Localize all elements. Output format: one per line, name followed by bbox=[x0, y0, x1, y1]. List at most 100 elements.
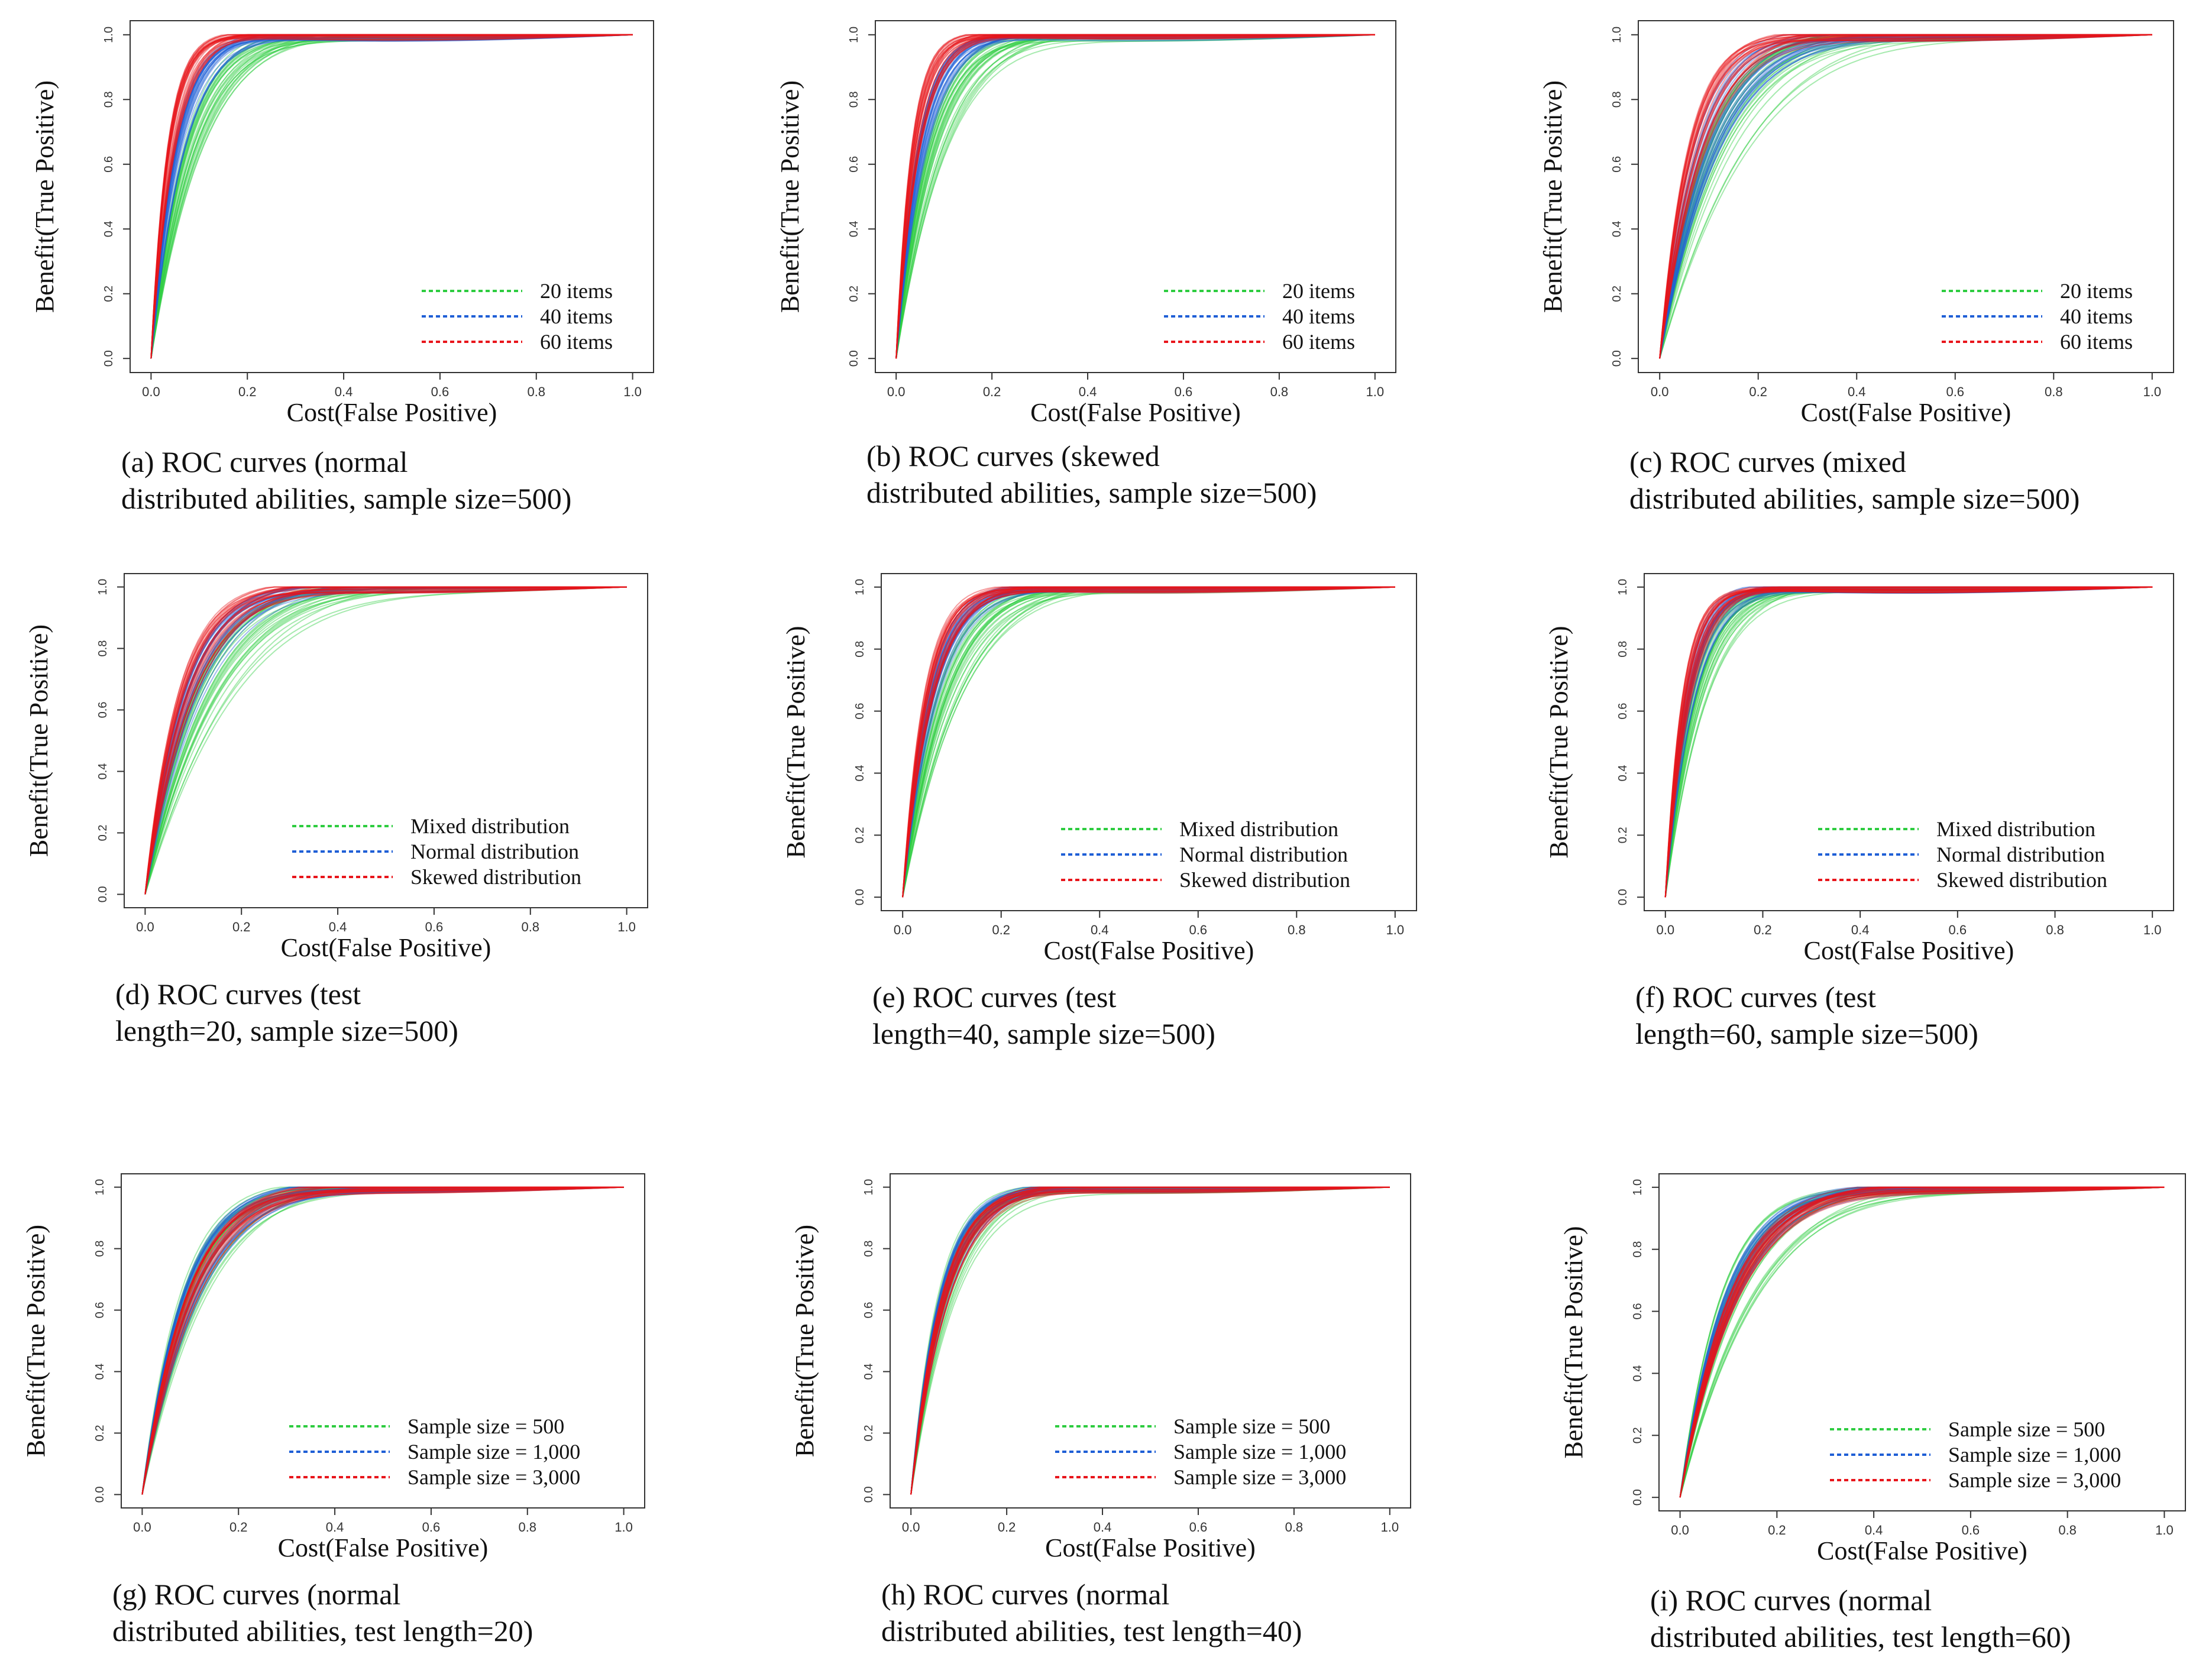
roc-curve bbox=[895, 34, 1375, 359]
roc-curve bbox=[895, 34, 1375, 359]
roc-curve bbox=[1664, 586, 2153, 898]
roc-curve bbox=[910, 1186, 1390, 1495]
roc-curve bbox=[144, 586, 627, 895]
roc-curve bbox=[895, 34, 1375, 359]
roc-curve bbox=[902, 586, 1395, 898]
caption-line: length=20, sample size=500) bbox=[115, 1014, 458, 1047]
roc-curve bbox=[144, 586, 627, 895]
roc-curve bbox=[150, 34, 633, 359]
roc-curve bbox=[902, 586, 1395, 898]
roc-curve bbox=[902, 586, 1395, 898]
roc-curve bbox=[902, 586, 1395, 898]
roc-curve bbox=[895, 34, 1375, 359]
roc-curve bbox=[144, 586, 627, 895]
roc-curve bbox=[144, 586, 627, 895]
roc-curve bbox=[1664, 586, 2153, 898]
roc-curve bbox=[144, 586, 627, 895]
roc-curve bbox=[1664, 586, 2153, 898]
roc-curve bbox=[1679, 1186, 2165, 1498]
roc-curve bbox=[1664, 586, 2153, 898]
roc-curve bbox=[1664, 586, 2153, 898]
roc-curve bbox=[150, 34, 633, 359]
roc-curve bbox=[144, 586, 627, 895]
roc-curve bbox=[910, 1186, 1390, 1495]
chart-panel-i: 0.0 0.2 0.4 0.6 0.8 1.0 0.0 0.2 0.4 0.6 0.8 1.0 Cost… bbox=[1532, 1159, 2212, 1679]
roc-curve bbox=[150, 34, 633, 359]
roc-curve bbox=[895, 34, 1375, 359]
x-axis-label: Cost(False Positive) bbox=[1804, 936, 2014, 965]
roc-curve bbox=[1659, 34, 2152, 359]
roc-curve bbox=[902, 586, 1395, 898]
roc-curve bbox=[141, 1186, 624, 1495]
roc-curve bbox=[141, 1186, 624, 1495]
roc-curve bbox=[141, 1186, 624, 1495]
roc-curve bbox=[144, 586, 627, 895]
roc-curve bbox=[902, 586, 1395, 898]
series-20-items bbox=[1659, 34, 2152, 359]
roc-curve bbox=[1679, 1186, 2165, 1498]
roc-curve bbox=[895, 34, 1375, 359]
legend-label: Mixed distribution bbox=[1936, 817, 2095, 841]
roc-curve bbox=[895, 34, 1375, 359]
plot-frame bbox=[124, 573, 648, 908]
roc-curve bbox=[1664, 586, 2153, 898]
roc-curve bbox=[1659, 34, 2152, 359]
roc-curve bbox=[902, 586, 1395, 898]
y-tick-label: 0.0 bbox=[93, 1486, 106, 1503]
x-tick-label: 0.0 bbox=[902, 1520, 920, 1535]
chart-panel-h: 0.0 0.2 0.4 0.6 0.8 1.0 0.0 0.2 0.4 0.6 0.8 1.0 Cost… bbox=[763, 1159, 1443, 1679]
roc-curve bbox=[144, 586, 627, 895]
roc-curve bbox=[895, 34, 1375, 359]
series-40-items bbox=[150, 34, 633, 359]
roc-curve bbox=[144, 586, 627, 895]
roc-curve bbox=[1659, 34, 2152, 359]
roc-curve bbox=[1679, 1186, 2165, 1498]
roc-curve bbox=[895, 34, 1375, 359]
roc-curve bbox=[1659, 34, 2152, 359]
x-tick-label: 1.0 bbox=[617, 920, 636, 934]
roc-curve bbox=[141, 1186, 624, 1495]
roc-curve bbox=[144, 586, 627, 895]
y-tick-label: 0.0 bbox=[96, 886, 109, 902]
roc-curve bbox=[144, 586, 627, 895]
roc-curve bbox=[902, 586, 1395, 898]
roc-curve bbox=[1679, 1186, 2165, 1498]
roc-curve bbox=[150, 34, 633, 359]
roc-curve bbox=[1659, 34, 2152, 359]
roc-curve bbox=[910, 1186, 1390, 1495]
roc-curve bbox=[895, 34, 1375, 359]
series-normal-distribution bbox=[1664, 586, 2153, 898]
roc-curve bbox=[902, 586, 1395, 898]
roc-curve bbox=[1679, 1186, 2165, 1498]
roc-curve bbox=[902, 586, 1395, 898]
roc-curve bbox=[895, 34, 1375, 359]
roc-curve bbox=[1679, 1186, 2165, 1498]
roc-curve bbox=[1659, 34, 2152, 359]
x-axis-label: Cost(False Positive) bbox=[1044, 936, 1254, 965]
roc-curve bbox=[910, 1186, 1390, 1495]
roc-curve bbox=[1664, 586, 2153, 898]
roc-curve bbox=[144, 586, 627, 895]
roc-curve bbox=[910, 1186, 1390, 1495]
roc-curve bbox=[910, 1186, 1390, 1495]
roc-curve bbox=[144, 586, 627, 895]
roc-curve bbox=[1679, 1186, 2165, 1498]
y-tick-label: 0.2 bbox=[848, 286, 861, 302]
roc-curve bbox=[144, 586, 627, 895]
series-sample-size-3-000 bbox=[141, 1186, 624, 1495]
roc-curve bbox=[1679, 1186, 2165, 1498]
x-tick-label: 0.4 bbox=[329, 920, 347, 934]
roc-curve bbox=[910, 1186, 1390, 1495]
roc-curve bbox=[1664, 586, 2153, 898]
roc-curve bbox=[1664, 586, 2153, 898]
roc-curve bbox=[1679, 1186, 2165, 1498]
roc-curve bbox=[150, 34, 633, 359]
roc-curve bbox=[910, 1186, 1390, 1495]
x-tick-label: 0.4 bbox=[335, 384, 353, 399]
roc-curve bbox=[1679, 1186, 2165, 1498]
roc-curve bbox=[141, 1186, 624, 1495]
roc-curve bbox=[141, 1186, 624, 1495]
roc-curve bbox=[895, 34, 1375, 359]
chart-panel-f: 0.0 0.2 0.4 0.6 0.8 1.0 0.0 0.2 0.4 0.6 0.8 1.0 Cost… bbox=[1526, 559, 2206, 1079]
roc-curve bbox=[895, 34, 1375, 359]
